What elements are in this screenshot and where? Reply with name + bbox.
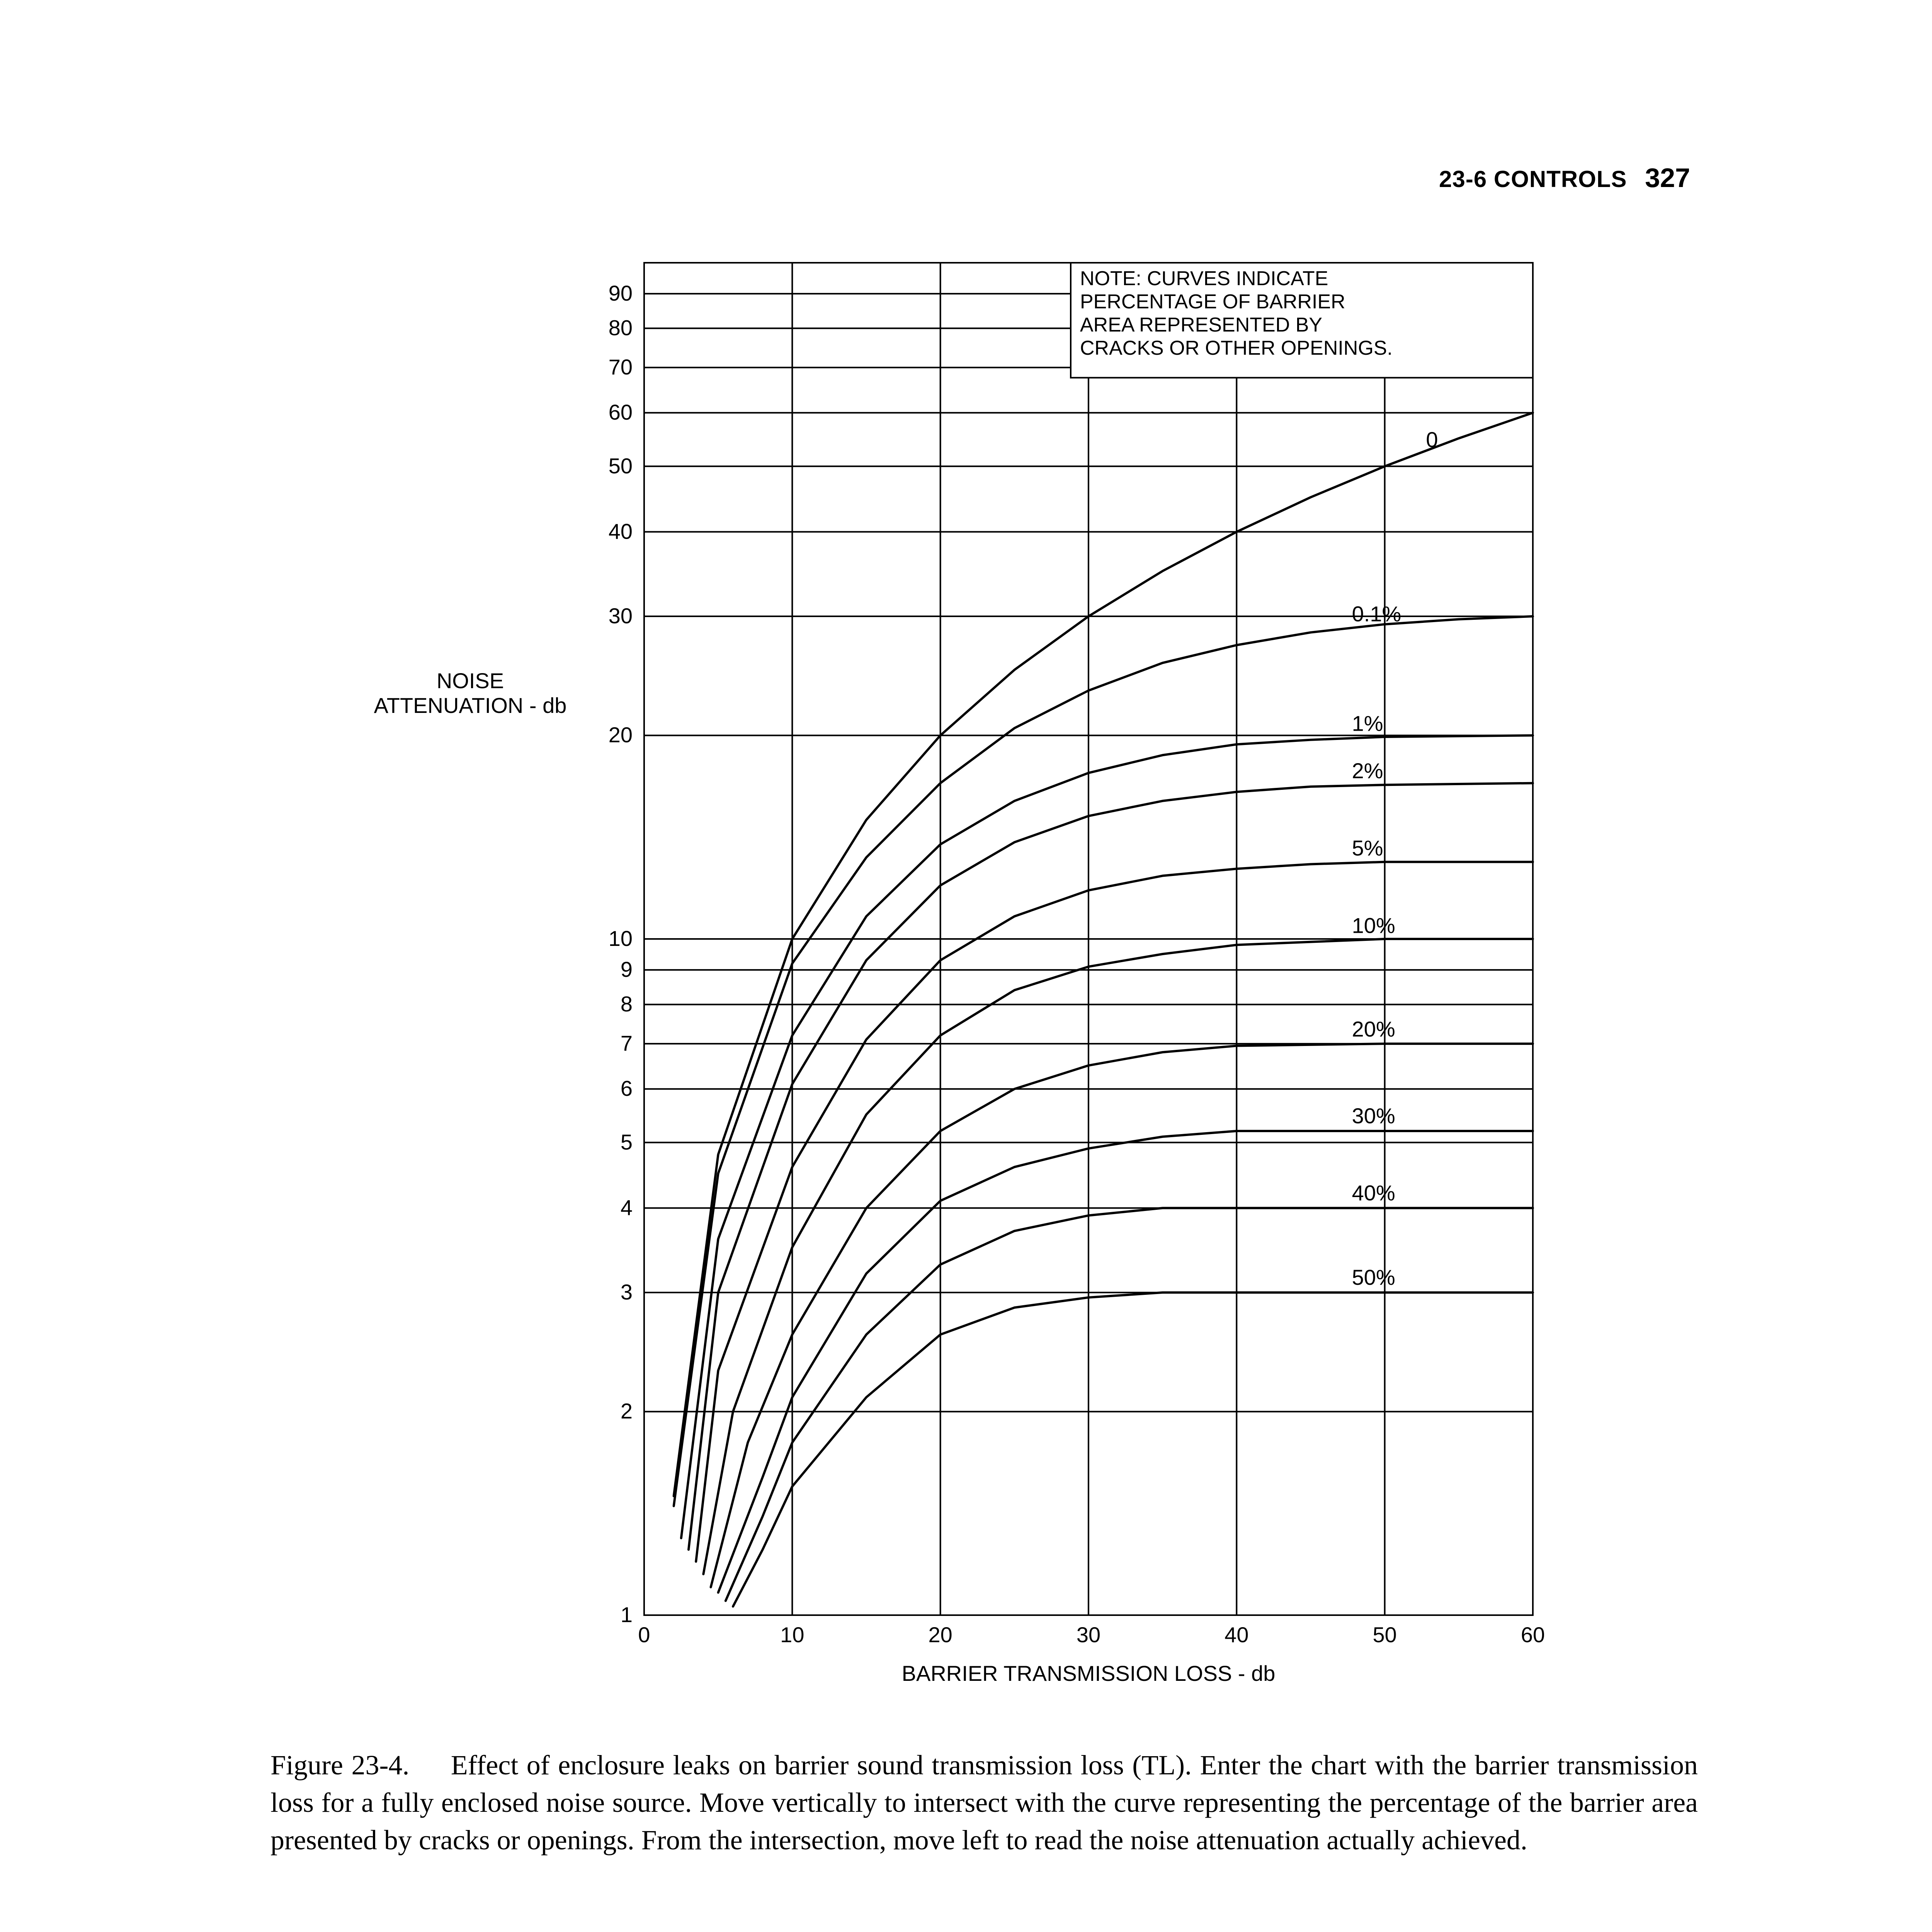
svg-text:9: 9	[621, 957, 633, 981]
y-axis-label: NOISEATTENUATION - db	[366, 668, 575, 718]
svg-text:60: 60	[1521, 1622, 1545, 1647]
svg-text:60: 60	[609, 400, 633, 424]
header-page-number: 327	[1645, 163, 1690, 193]
svg-text:0: 0	[638, 1622, 650, 1647]
svg-text:40: 40	[609, 519, 633, 543]
svg-text:0.1%: 0.1%	[1352, 602, 1401, 626]
svg-text:80: 80	[609, 316, 633, 340]
svg-text:40: 40	[1225, 1622, 1248, 1647]
page-header: 23-6 CONTROLS 327	[1439, 162, 1690, 193]
svg-text:8: 8	[621, 992, 633, 1016]
svg-text:2%: 2%	[1352, 759, 1383, 783]
figure-label: Figure 23-4.	[270, 1750, 409, 1781]
figure-caption: Figure 23-4. Effect of enclosure leaks o…	[270, 1747, 1698, 1859]
figure-caption-text: Effect of enclosure leaks on barrier sou…	[270, 1750, 1698, 1855]
svg-text:BARRIER TRANSMISSION LOSS - db: BARRIER TRANSMISSION LOSS - db	[902, 1661, 1276, 1685]
svg-text:30: 30	[1077, 1622, 1100, 1647]
svg-text:0: 0	[1426, 427, 1438, 452]
svg-text:AREA REPRESENTED BY: AREA REPRESENTED BY	[1080, 314, 1322, 336]
svg-text:2: 2	[621, 1399, 633, 1423]
svg-text:50: 50	[1373, 1622, 1397, 1647]
svg-text:30: 30	[609, 604, 633, 628]
svg-text:10: 10	[780, 1622, 804, 1647]
svg-text:20%: 20%	[1352, 1017, 1395, 1041]
svg-text:40%: 40%	[1352, 1180, 1395, 1205]
svg-text:6: 6	[621, 1076, 633, 1100]
svg-text:5%: 5%	[1352, 836, 1383, 860]
svg-text:1: 1	[621, 1602, 633, 1627]
svg-text:70: 70	[609, 355, 633, 379]
svg-text:50%: 50%	[1352, 1265, 1395, 1289]
svg-text:30%: 30%	[1352, 1104, 1395, 1128]
svg-text:50: 50	[609, 454, 633, 478]
svg-text:90: 90	[609, 281, 633, 305]
svg-text:7: 7	[621, 1031, 633, 1055]
svg-text:PERCENTAGE OF BARRIER: PERCENTAGE OF BARRIER	[1080, 291, 1345, 313]
chart-container: 0 10 20 30 40 50 60 1 2 3 4 5 6 7 8 9 10 20 30 40 50 60 70 80 90…	[366, 216, 1602, 1723]
attenuation-chart: 0 10 20 30 40 50 60 1 2 3 4 5 6 7 8 9 10 20 30 40 50 60 70 80 90…	[366, 216, 1602, 1723]
svg-text:5: 5	[621, 1130, 633, 1154]
svg-text:20: 20	[609, 723, 633, 747]
svg-text:3: 3	[621, 1280, 633, 1304]
svg-text:CRACKS OR OTHER OPENINGS.: CRACKS OR OTHER OPENINGS.	[1080, 337, 1393, 359]
svg-text:20: 20	[929, 1622, 952, 1647]
svg-text:1%: 1%	[1352, 711, 1383, 736]
svg-text:10: 10	[609, 926, 633, 951]
svg-text:NOTE: CURVES INDICATE: NOTE: CURVES INDICATE	[1080, 267, 1328, 290]
svg-text:4: 4	[621, 1195, 633, 1219]
header-section: 23-6 CONTROLS	[1439, 166, 1627, 192]
svg-text:10%: 10%	[1352, 913, 1395, 938]
